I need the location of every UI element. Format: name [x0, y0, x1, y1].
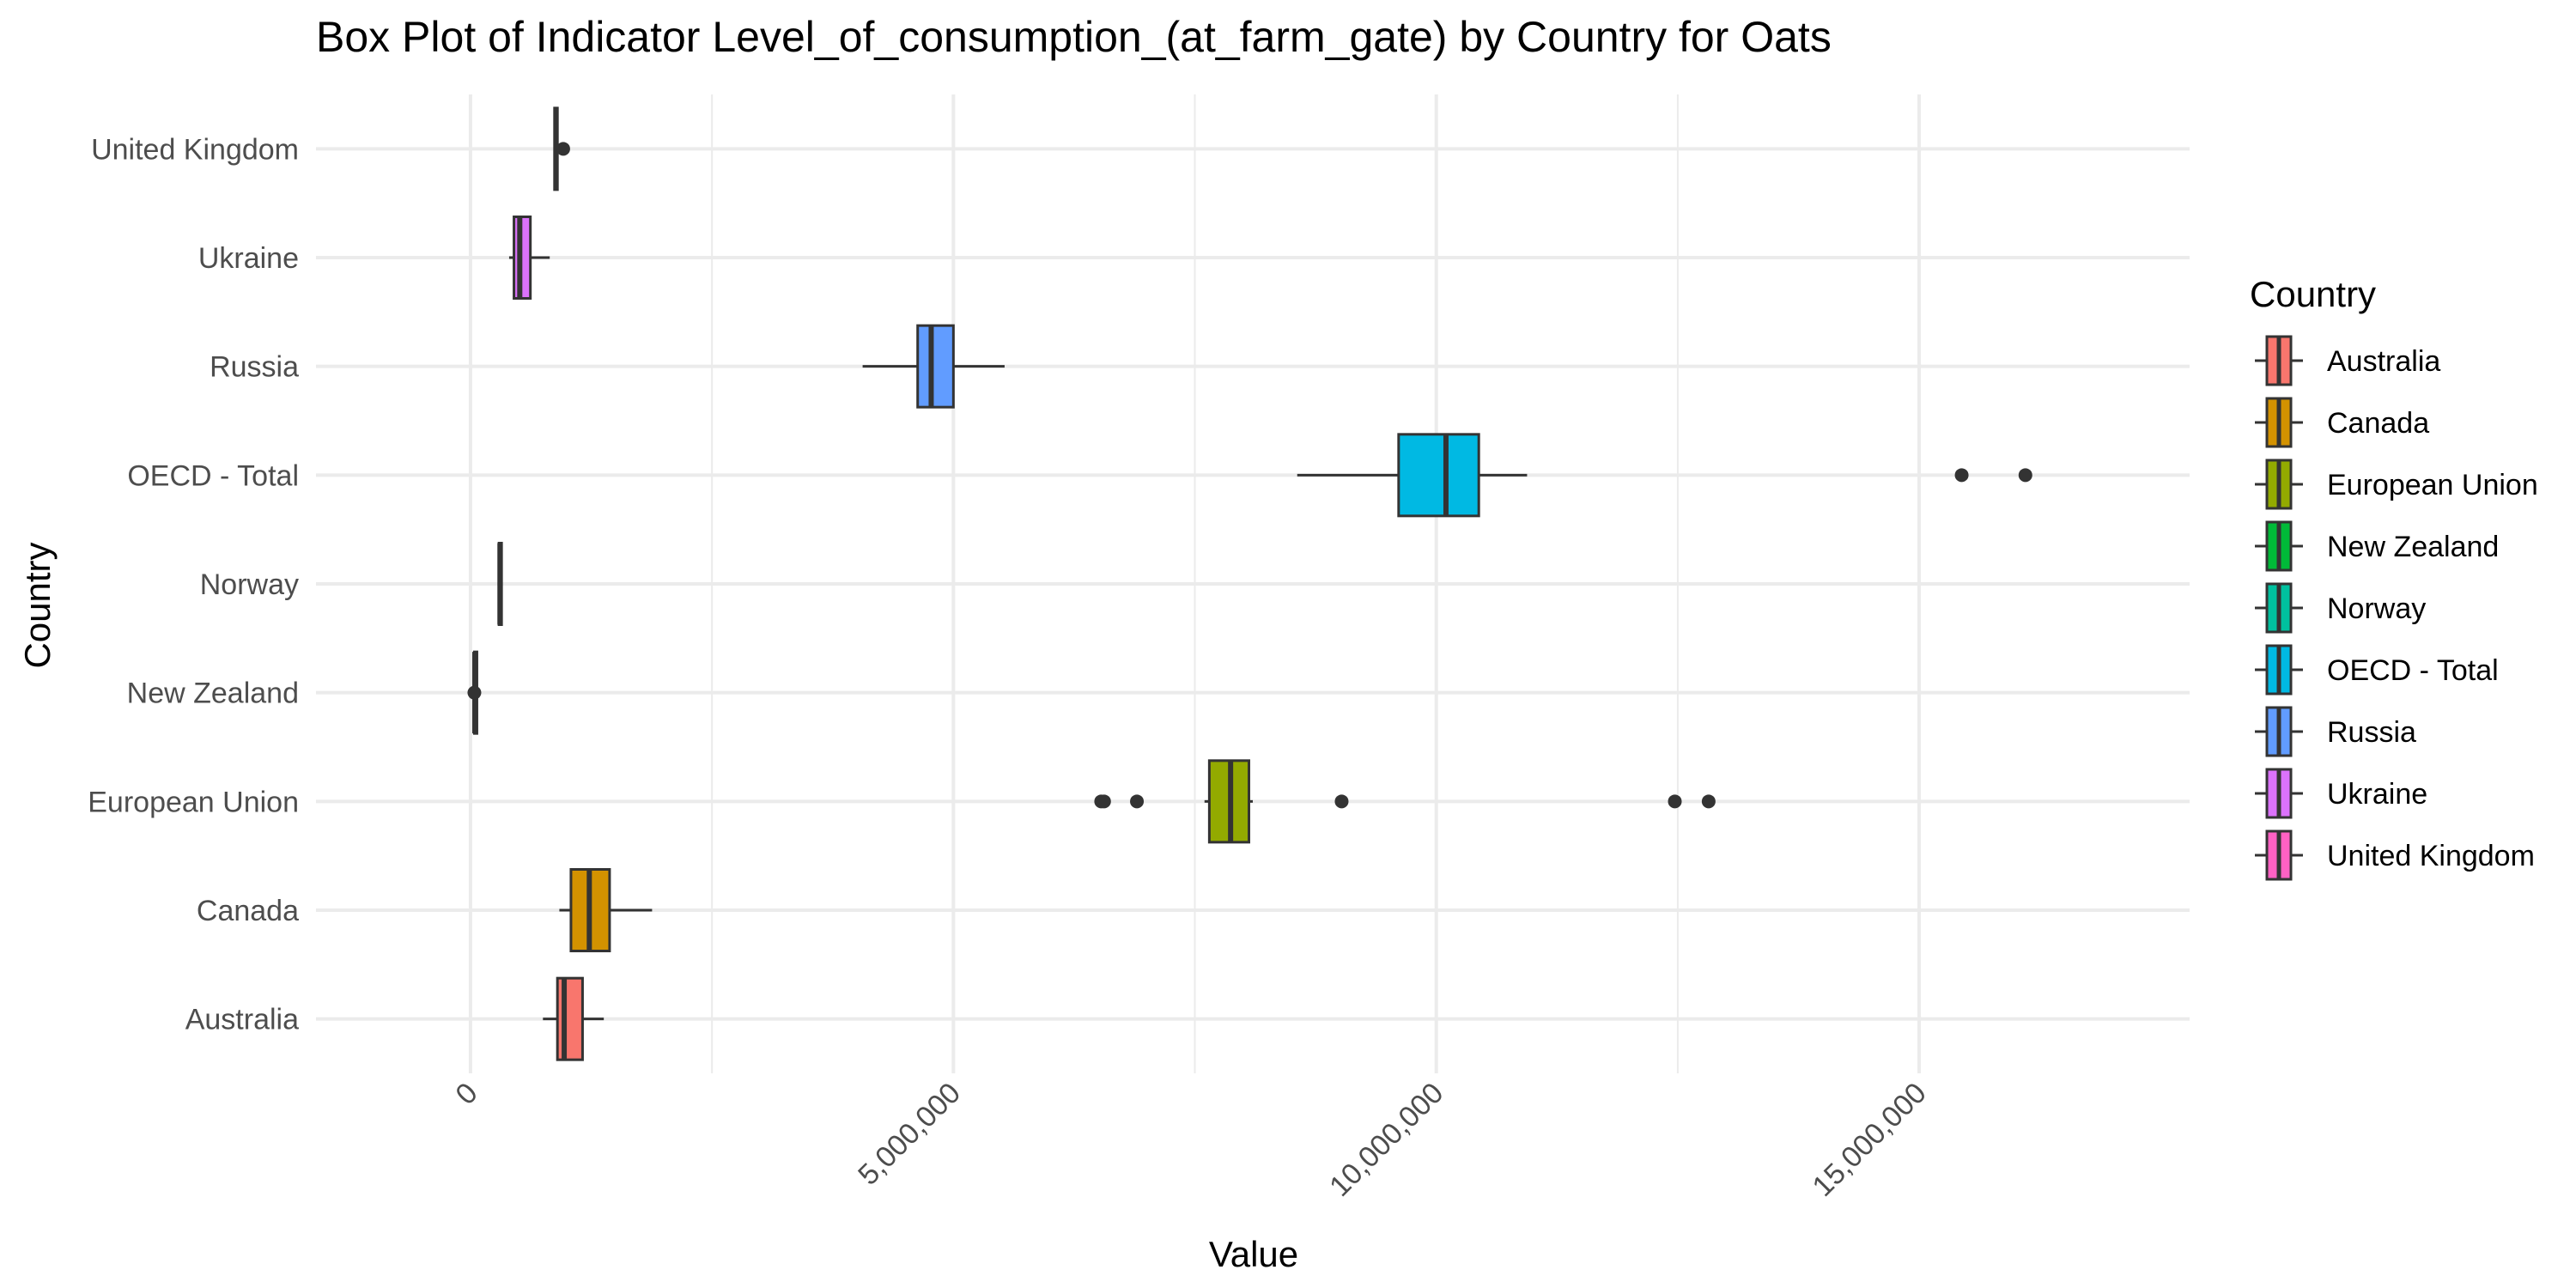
box-0 [543, 976, 605, 1061]
outlier-2-5 [1701, 794, 1716, 809]
x-tick-label-2: 10,000,000 [1323, 1077, 1449, 1203]
legend-label-3: New Zealand [2327, 531, 2499, 563]
y-tick-label-4: Norway [200, 568, 299, 601]
outlier-2-2 [1130, 794, 1145, 809]
legend-items: Australia Canada European Union New Zealand… [2255, 335, 2538, 881]
y-tick-label-7: Ukraine [198, 242, 299, 275]
outlier-3-0 [467, 685, 482, 700]
y-tick-label-6: Russia [210, 351, 299, 384]
box-body-0 [556, 976, 584, 1061]
y-tick-label-3: New Zealand [127, 677, 299, 710]
legend-title: Country [2250, 274, 2376, 314]
chart-title: Box Plot of Indicator Level_of_consumpti… [316, 13, 1832, 61]
legend-item-6: Russia [2255, 706, 2416, 757]
legend-label-8: United Kingdom [2327, 840, 2535, 872]
x-tick-labels: 0 5,000,000 10,000,000 15,000,000 [449, 1077, 1932, 1203]
legend-item-3: New Zealand [2255, 520, 2499, 572]
y-tick-labels: Australia Canada European Union New Zealand… [88, 133, 299, 1036]
legend-label-1: Canada [2327, 407, 2429, 440]
y-tick-label-8: United Kingdom [91, 133, 299, 166]
legend-label-7: Ukraine [2327, 778, 2427, 811]
box-3 [467, 650, 482, 735]
box-4 [497, 542, 503, 626]
y-tick-label-1: Canada [197, 895, 299, 927]
grid [316, 94, 2190, 1073]
x-tick-label-0: 0 [449, 1077, 483, 1111]
legend-label-5: OECD - Total [2327, 654, 2499, 687]
outlier-2-1 [1097, 794, 1111, 809]
legend-item-5: OECD - Total [2255, 644, 2499, 696]
legend-item-8: United Kingdom [2255, 829, 2535, 881]
outlier-5-1 [2018, 468, 2032, 483]
legend-label-2: European Union [2327, 469, 2538, 501]
box-6 [862, 324, 1005, 409]
y-tick-label-5: OECD - Total [127, 459, 299, 492]
outlier-2-3 [1334, 794, 1349, 809]
legend: Country Australia Canada European Union New… [2250, 274, 2538, 881]
outlier-8-0 [556, 142, 570, 156]
x-tick-label-3: 15,000,000 [1807, 1077, 1933, 1203]
box-5 [1297, 433, 2032, 518]
legend-item-1: Canada [2255, 397, 2429, 448]
x-tick-label-1: 5,000,000 [852, 1077, 967, 1192]
legend-item-7: Ukraine [2255, 768, 2427, 819]
legend-item-4: Norway [2255, 582, 2426, 634]
legend-label-4: Norway [2327, 592, 2426, 625]
legend-label-6: Russia [2327, 716, 2416, 749]
box-7 [508, 216, 550, 300]
legend-label-0: Australia [2327, 345, 2440, 378]
outlier-2-4 [1668, 794, 1682, 809]
x-axis-title: Value [1209, 1234, 1298, 1274]
legend-item-0: Australia [2255, 335, 2440, 386]
y-tick-label-0: Australia [185, 1004, 299, 1036]
box-1 [559, 868, 653, 952]
legend-item-2: European Union [2255, 459, 2538, 510]
box-body-6 [916, 324, 955, 409]
y-tick-label-2: European Union [88, 786, 299, 818]
y-axis-title: Country [17, 542, 58, 668]
box-8 [553, 106, 570, 191]
box-2 [1094, 759, 1716, 844]
outlier-5-0 [1954, 468, 1969, 483]
box-body-5 [1397, 433, 1480, 518]
boxes [467, 106, 2032, 1061]
